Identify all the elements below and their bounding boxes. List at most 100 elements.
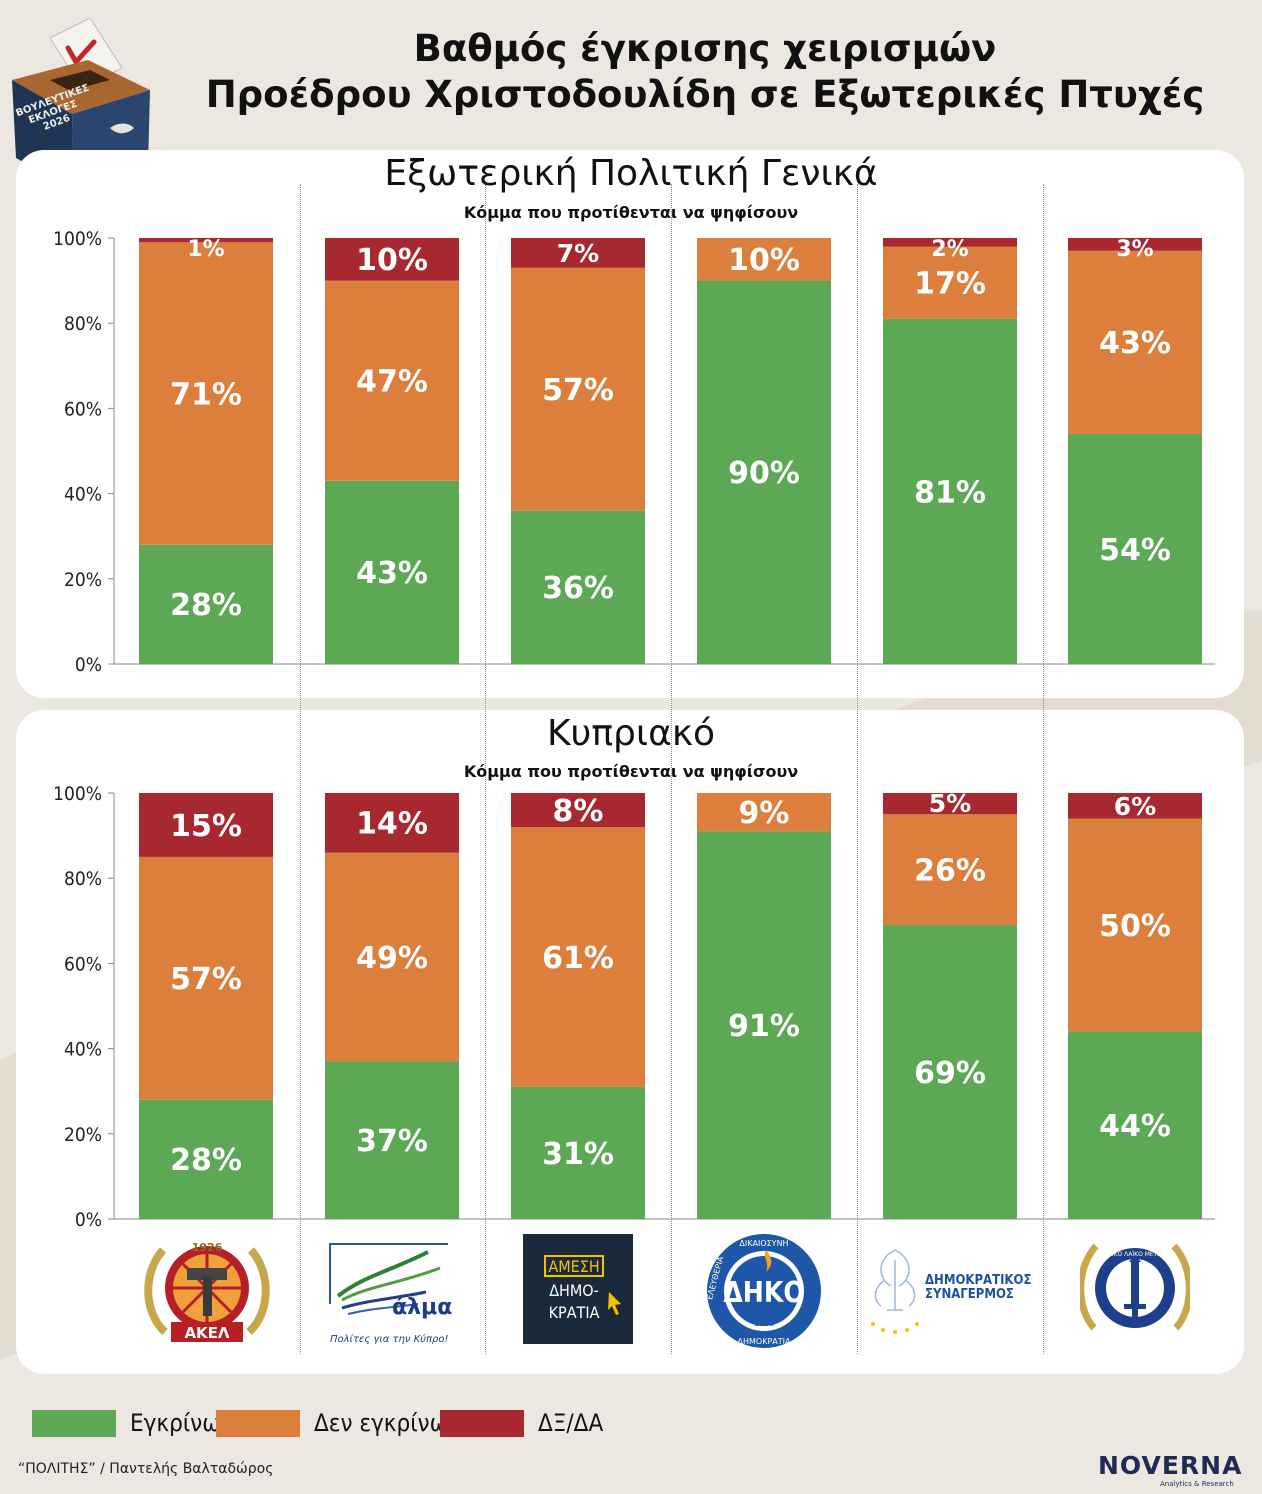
- diko-ring-top: ΔΙΚΑΙΟΣΥΝΗ: [739, 1239, 788, 1248]
- legend-swatch-disapprove: [216, 1409, 300, 1437]
- bar-segment-dk: [883, 793, 1017, 815]
- data-label-dk: 10%: [356, 243, 428, 278]
- legend-label-disapprove: Δεν εγκρίνω: [314, 1409, 448, 1437]
- y-tick-label: 100%: [53, 783, 102, 805]
- data-label-approve: 44%: [1099, 1109, 1171, 1144]
- footer-credit: “ΠΟΛΙΤΗΣ” / Παντελής Βαλταδώρος: [18, 1461, 274, 1477]
- bar-segment-approve: [325, 1061, 459, 1219]
- amesi-line-3: ΚΡΑΤΙΑ: [549, 1303, 600, 1322]
- data-label-disapprove: 57%: [542, 373, 614, 408]
- bar-segment-dk: [325, 793, 459, 853]
- bar-segment-dk: [139, 238, 273, 243]
- data-label-dk: 1%: [187, 237, 224, 262]
- data-label-approve: 36%: [542, 571, 614, 606]
- data-label-approve: 43%: [356, 556, 428, 591]
- bar-segment-approve: [325, 480, 459, 664]
- bar-segment-approve: [697, 831, 831, 1219]
- chart-1-stacked-bars: 0% 20% 40% 60% 80% 100% 28% 71% 1% 43% 47% 10% 36% 57…: [53, 228, 1215, 676]
- bar-segment-disapprove: [883, 814, 1017, 926]
- page-title-line-1: Βαθμός έγκρισης χειρισμών: [413, 27, 997, 70]
- data-label-approve: 54%: [1099, 533, 1171, 568]
- bar-segment-dk: [883, 238, 1017, 247]
- page-title-line-2: Προέδρου Χριστοδουλίδη σε Εξωτερικές Πτυ…: [205, 73, 1205, 116]
- y-tick-label: 0%: [75, 1209, 102, 1231]
- amesi-dimokratia-logo-icon: ΑΜΕΣΗ ΔΗΜΟ- ΚΡΑΤΙΑ: [523, 1234, 633, 1344]
- data-label-dk: 8%: [553, 794, 604, 829]
- akel-logo-year: 1926: [192, 1241, 223, 1254]
- y-tick-label: 20%: [64, 1124, 102, 1146]
- data-label-approve: 31%: [542, 1137, 614, 1172]
- alma-logo-icon: άλμα Πολίτες για την Κύπρο!: [329, 1243, 452, 1345]
- column-divider: [1043, 184, 1044, 1354]
- amesi-line-2: ΔΗΜΟ-: [549, 1281, 599, 1300]
- diko-logo-icon: ΔΗΚΟ ΔΙΚΑΙΟΣΥΝΗ ΕΛΕΥΘΕΡΙΑ 1976 ΔΗΜΟΚΡΑΤΙ…: [705, 1234, 821, 1348]
- akel-logo-icon: ΑΚΕΛ 1926: [144, 1241, 270, 1342]
- bar-segment-dk: [511, 793, 645, 828]
- disy-logo-icon: ΔΗΜΟΚΡΑΤΙΚΟΣ ΣΥΝΑΓΕΡΜΟΣ: [871, 1249, 1031, 1334]
- data-label-dk: 14%: [356, 807, 428, 842]
- data-label-approve: 81%: [914, 475, 986, 510]
- data-label-dk: 3%: [1116, 237, 1153, 262]
- noverna-tagline: Analytics & Research: [1160, 1480, 1234, 1488]
- data-label-disapprove: 49%: [356, 941, 428, 976]
- legend-item-approve: Εγκρίνω: [32, 1408, 220, 1438]
- data-label-approve: 28%: [170, 1143, 242, 1178]
- column-divider: [300, 184, 301, 1354]
- bar-segment-approve: [883, 925, 1017, 1219]
- elam-ring-text: ΕΘΝΙΚΟ ΛΑΪΚΟ ΜΕΤΩΠΟ: [1099, 1251, 1172, 1258]
- data-label-dk: 6%: [1114, 792, 1156, 821]
- data-label-disapprove: 26%: [914, 853, 986, 888]
- column-divider: [857, 184, 858, 1354]
- y-tick-label: 100%: [53, 228, 102, 250]
- alma-logo-text: άλμα: [392, 1295, 452, 1320]
- column-divider: [671, 184, 672, 1354]
- chart-1-title: Εξωτερική Πολιτική Γενικά: [384, 153, 878, 194]
- bar-segment-disapprove: [325, 852, 459, 1062]
- bar-segment-disapprove: [139, 242, 273, 545]
- alma-slogan: Πολίτες για την Κύπρο!: [330, 1333, 448, 1345]
- disy-line-1: ΔΗΜΟΚΡΑΤΙΚΟΣ: [925, 1273, 1031, 1288]
- data-label-disapprove: 71%: [170, 377, 242, 412]
- y-tick-label: 0%: [75, 654, 102, 676]
- bar-segment-approve: [697, 280, 831, 664]
- data-label-approve: 37%: [356, 1124, 428, 1159]
- y-tick-label: 80%: [64, 868, 102, 890]
- noverna-logo: NOVERNA: [1098, 1451, 1243, 1480]
- data-label-disapprove: 9%: [739, 796, 790, 831]
- legend-item-dk: ΔΞ/ΔΑ: [440, 1408, 603, 1438]
- data-label-dk: 5%: [929, 789, 971, 818]
- y-tick-label: 40%: [64, 1039, 102, 1061]
- data-label-approve: 90%: [728, 456, 800, 491]
- data-label-dk: 7%: [557, 239, 599, 268]
- data-label-disapprove: 47%: [356, 365, 428, 400]
- chart-2-subtitle: Κόμμα που προτίθενται να ψηφίσουν: [463, 762, 799, 781]
- bar-segment-disapprove: [697, 238, 831, 281]
- data-label-disapprove: 43%: [1099, 326, 1171, 361]
- data-label-disapprove: 61%: [542, 941, 614, 976]
- legend-swatch-dk: [440, 1409, 524, 1437]
- data-label-dk: 2%: [931, 237, 968, 262]
- bar-segment-disapprove: [1068, 818, 1202, 1032]
- data-label-disapprove: 17%: [914, 267, 986, 302]
- bar-segment-dk: [1068, 793, 1202, 819]
- bar-segment-approve: [139, 544, 273, 664]
- akel-logo-text: ΑΚΕΛ: [184, 1324, 229, 1342]
- bar-segment-approve: [1068, 433, 1202, 664]
- data-label-approve: 69%: [914, 1056, 986, 1091]
- bar-segment-approve: [883, 318, 1017, 664]
- bar-segment-dk: [139, 793, 273, 857]
- data-label-disapprove: 57%: [170, 962, 242, 997]
- data-label-approve: 28%: [170, 588, 242, 623]
- y-tick-label: 60%: [64, 398, 102, 420]
- bar-segment-dk: [325, 238, 459, 281]
- bar-segment-disapprove: [325, 280, 459, 481]
- elam-logo-icon: ΕΘΝΙΚΟ ΛΑΪΚΟ ΜΕΤΩΠΟ: [1080, 1243, 1190, 1331]
- y-tick-label: 20%: [64, 569, 102, 591]
- disy-line-2: ΣΥΝΑΓΕΡΜΟΣ: [925, 1287, 1014, 1302]
- data-label-approve: 91%: [728, 1009, 800, 1044]
- legend-label-approve: Εγκρίνω: [130, 1409, 221, 1437]
- column-divider: [485, 184, 486, 1354]
- legend-swatch-approve: [32, 1409, 116, 1437]
- y-tick-label: 60%: [64, 953, 102, 975]
- y-tick-label: 40%: [64, 484, 102, 506]
